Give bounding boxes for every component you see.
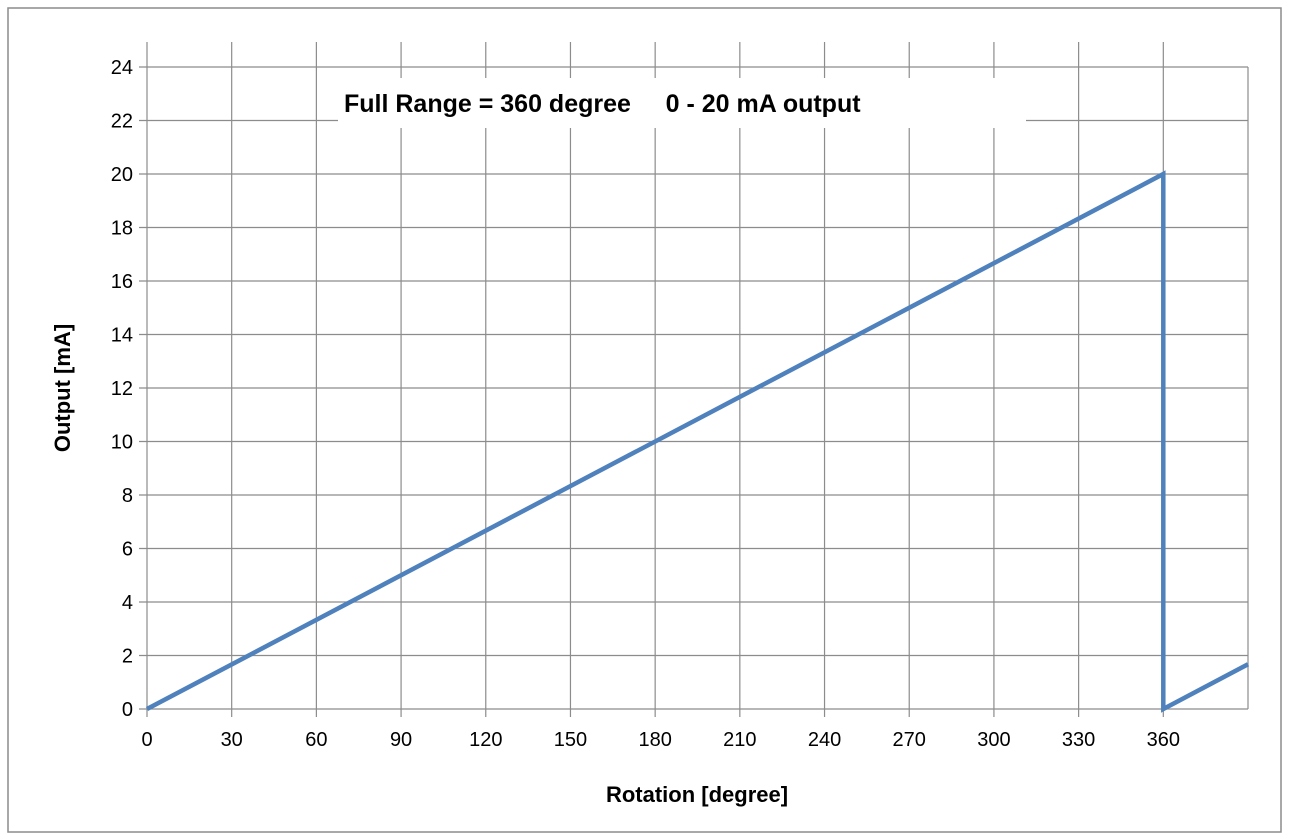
x-tick-label: 180 [638,729,671,751]
series-line [145,170,1250,713]
y-axis-title: Output [mA] [50,324,75,452]
y-tick-label: 8 [122,485,133,507]
y-tick-label: 16 [111,271,133,293]
x-tick-label: 90 [390,729,412,751]
grid [139,42,1249,717]
y-tick-label: 10 [111,432,133,454]
y-tick-label: 2 [122,646,133,668]
y-tick-label: 14 [111,325,133,347]
series-layer [145,170,1250,713]
x-tick-label: 150 [554,729,587,751]
y-tick-label: 6 [122,539,133,561]
x-tick-label: 240 [808,729,841,751]
x-tick-label: 330 [1062,729,1095,751]
x-tick-label: 120 [469,729,502,751]
x-axis-title: Rotation [degree] [606,782,788,807]
y-tick-label: 20 [111,164,133,186]
title-background [338,78,1026,128]
x-tick-label: 0 [141,729,152,751]
chart-title: Full Range = 360 degree 0 - 20 mA output [344,90,861,118]
y-tick-label: 12 [111,378,133,400]
x-tick-label: 270 [893,729,926,751]
x-tick-label: 60 [305,729,327,751]
y-tick-label: 0 [122,699,133,721]
y-tick-label: 24 [111,57,133,79]
x-tick-label: 30 [221,729,243,751]
x-tick-label: 360 [1147,729,1180,751]
y-tick-label: 4 [122,592,133,614]
x-tick-label: 300 [977,729,1010,751]
y-tick-label: 22 [111,111,133,133]
x-tick-label: 210 [723,729,756,751]
chart-frame [7,7,1282,833]
y-tick-label: 18 [111,218,133,240]
